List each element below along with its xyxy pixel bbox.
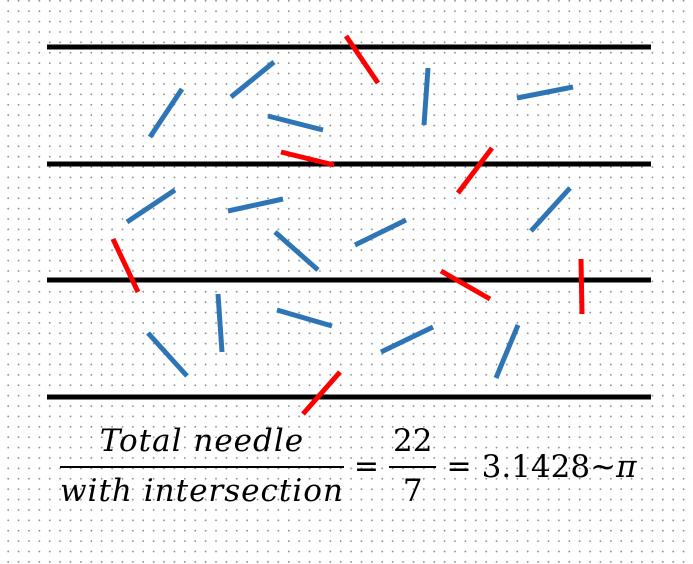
needle-non-intersecting	[147, 87, 185, 139]
fraction-bar	[60, 465, 344, 468]
approx-symbol: ~	[590, 448, 617, 485]
fraction-numerator-label: Total needle	[99, 423, 305, 459]
needle-intersecting	[301, 370, 342, 416]
needles	[110, 34, 585, 416]
ruled-lines	[47, 44, 651, 400]
pi-estimate-formula: Total needle with intersection = 22 7 = …	[60, 423, 638, 509]
needle-non-intersecting	[215, 293, 225, 353]
total-needle-count: 22	[393, 423, 433, 459]
needle-non-intersecting	[267, 113, 324, 133]
needle-ratio-fraction: Total needle with intersection	[60, 423, 344, 509]
count-ratio-fraction: 22 7	[389, 423, 437, 509]
needle-intersecting	[280, 149, 335, 168]
needle-non-intersecting	[229, 60, 276, 99]
needle-intersecting	[110, 237, 141, 294]
needle-non-intersecting	[421, 67, 431, 126]
fraction-denominator-label: with intersection	[60, 472, 344, 509]
needle-intersecting	[343, 34, 381, 85]
needle-non-intersecting	[276, 307, 333, 329]
needle-non-intersecting	[273, 230, 320, 272]
pi-estimate-value: 3.1428	[481, 448, 591, 485]
fraction-bar	[389, 465, 437, 468]
needle-non-intersecting	[379, 324, 435, 355]
needle-intersecting	[439, 268, 492, 302]
needle-intersecting	[456, 146, 494, 195]
equals-sign: =	[446, 449, 472, 485]
equals-sign: =	[353, 449, 379, 485]
needle-non-intersecting	[493, 324, 521, 379]
needle-non-intersecting	[146, 331, 189, 378]
needle-non-intersecting	[227, 196, 284, 214]
needle-intersecting	[578, 258, 585, 315]
intersection-count: 7	[402, 472, 423, 509]
needle-non-intersecting	[125, 187, 177, 225]
needle-non-intersecting	[516, 84, 574, 101]
pi-symbol: π	[616, 448, 638, 485]
needle-non-intersecting	[529, 186, 572, 233]
needle-non-intersecting	[353, 217, 408, 248]
